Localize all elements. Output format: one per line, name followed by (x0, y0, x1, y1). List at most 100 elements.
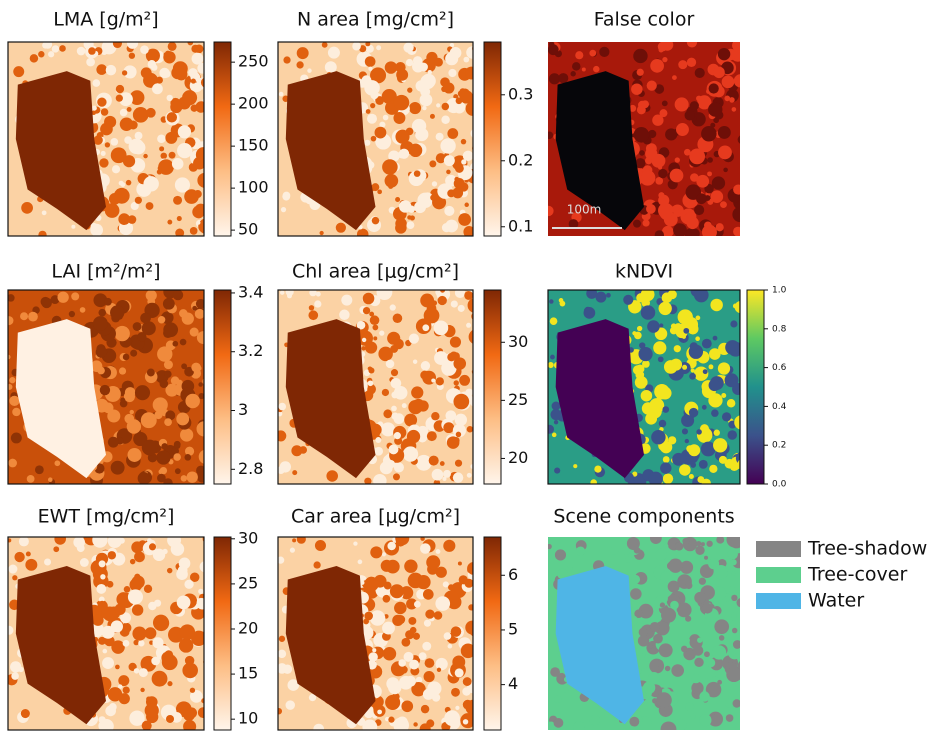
map-texture (151, 656, 161, 666)
map-texture (383, 581, 392, 590)
map-texture (162, 69, 171, 78)
map-image (548, 537, 740, 730)
map-water (285, 565, 376, 725)
map-texture (38, 51, 45, 58)
map-texture (662, 56, 668, 63)
map-texture (385, 359, 395, 369)
map-texture (382, 159, 398, 175)
map-texture (434, 351, 448, 365)
map-texture (155, 549, 163, 556)
map-texture (120, 612, 132, 624)
map-texture (427, 69, 432, 75)
map-texture (122, 155, 136, 168)
colorbar (483, 289, 502, 485)
map-texture (436, 103, 441, 108)
map-texture (285, 290, 294, 296)
map-texture (658, 47, 664, 53)
map-texture (660, 462, 672, 474)
map-texture (657, 356, 664, 363)
map-texture (449, 351, 458, 360)
map-texture (724, 698, 734, 708)
map-texture (431, 468, 444, 481)
map-texture (163, 478, 173, 484)
map-texture (681, 334, 687, 339)
map-texture (195, 298, 204, 309)
map-texture (141, 321, 156, 336)
map-texture (434, 57, 443, 67)
map-texture (145, 202, 154, 210)
map-texture (401, 637, 411, 647)
map-texture (161, 443, 168, 450)
map-texture (671, 664, 684, 677)
map-texture (706, 658, 716, 668)
map-texture (453, 178, 465, 190)
map-texture (381, 89, 397, 105)
map-texture (632, 352, 638, 358)
map-texture (152, 397, 168, 413)
map-texture (646, 204, 656, 214)
map-texture (107, 436, 119, 448)
map-texture (550, 409, 562, 421)
map-texture (651, 153, 666, 168)
map-texture (167, 42, 177, 51)
map-texture (670, 323, 677, 329)
map-image (548, 290, 740, 484)
map-texture (454, 459, 463, 467)
colorbar-tick-label: 2.8 (238, 459, 263, 478)
map-texture (401, 403, 407, 409)
map-texture (662, 456, 670, 463)
colorbar (746, 289, 765, 485)
map-texture (698, 459, 708, 469)
map-texture (371, 183, 380, 192)
map-texture (450, 300, 458, 308)
map-texture (700, 542, 705, 547)
map-texture (444, 205, 455, 217)
colorbar-tick-label: 0.6 (772, 363, 787, 373)
map-texture (177, 143, 193, 159)
map-texture (446, 169, 451, 175)
map-texture (392, 614, 404, 627)
map-texture (548, 205, 554, 217)
map-texture (102, 657, 115, 670)
map-texture (451, 687, 460, 697)
map-texture (154, 599, 162, 607)
map-texture (568, 219, 579, 229)
map-texture (680, 560, 694, 574)
map-texture (460, 643, 473, 659)
map-texture (387, 541, 396, 551)
map-texture (623, 549, 630, 556)
map-texture (452, 187, 464, 199)
map-texture (408, 143, 423, 158)
map-texture (631, 83, 643, 95)
map-texture (96, 64, 108, 75)
map-texture (100, 574, 106, 580)
map-texture (656, 396, 662, 402)
map-texture (8, 564, 18, 574)
map-frame (277, 536, 474, 731)
map-texture (655, 177, 664, 185)
map-texture (287, 679, 300, 691)
map-texture (449, 42, 455, 48)
map-texture (642, 681, 656, 695)
map-texture (646, 80, 657, 91)
map-texture (132, 107, 149, 123)
map-texture (353, 541, 358, 546)
map-texture (356, 320, 366, 330)
map-texture (673, 345, 681, 353)
colorbar (213, 289, 232, 485)
map-texture (363, 618, 369, 625)
scale-bar-label: 100m (567, 203, 602, 217)
map-texture (551, 432, 557, 438)
map-texture (296, 61, 304, 69)
map-texture (111, 165, 121, 174)
map-texture (116, 592, 131, 607)
map-texture (420, 74, 436, 90)
map-texture (168, 151, 176, 159)
map-image (278, 537, 473, 730)
map-texture (134, 573, 141, 580)
map-texture (411, 681, 426, 697)
map-texture (283, 56, 291, 64)
map-texture (374, 126, 387, 139)
map-texture (196, 220, 201, 225)
map-texture (570, 71, 576, 77)
